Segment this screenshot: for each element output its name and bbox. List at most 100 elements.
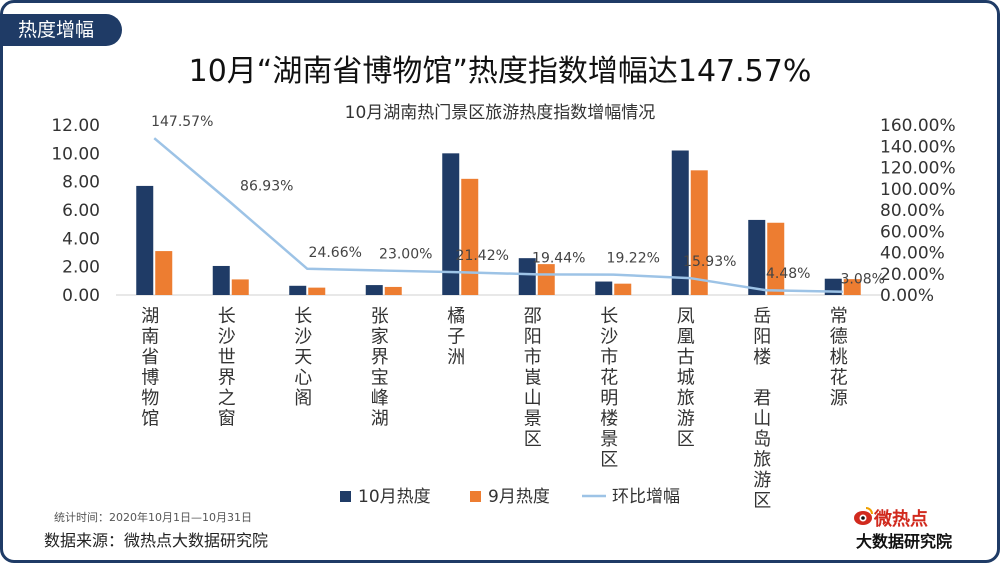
y-right-tick-label: 140.00% [880,137,956,157]
bar-september [155,251,173,295]
x-category-label: 长 [218,306,236,327]
bar-september [537,264,555,295]
x-category-label: 沙 [218,327,236,348]
x-category-label: 花 [600,368,618,389]
y-right-tick-label: 160.00% [880,116,956,136]
bar-october [212,265,230,295]
x-category-label: 湖 [141,306,159,327]
x-category-label: 南 [141,327,159,348]
bar-october [518,258,536,295]
bar-september [690,170,708,295]
y-left-tick-label: 10.00 [51,144,100,164]
x-category-label: 窗 [218,409,236,430]
x-category-label: 阳 [753,327,771,348]
logo-text-bottom: 大数据研究院 [856,532,953,551]
x-category-label: 沙 [600,327,618,348]
x-category-label: 岳 [753,306,771,327]
x-category-label: 子 [447,327,465,348]
x-category-label: 旅 [677,388,695,409]
bar-september [308,287,326,295]
x-category-label: 洲 [447,347,465,368]
x-category-label: 物 [141,388,159,409]
x-category-label: 市 [600,347,618,368]
y-left-tick-label: 8.00 [62,173,100,193]
x-category-label: 馆 [141,409,159,430]
growth-data-label: 86.93% [240,179,293,195]
y-right-tick-label: 60.00% [880,222,945,242]
x-category-label: 楼 [600,409,618,430]
growth-data-label: 15.93% [683,254,736,270]
x-category-label: 游 [753,470,771,491]
x-category-label: 区 [753,491,771,512]
x-category-label: 博 [141,368,159,389]
x-category-label: 之 [218,388,236,409]
bar-october [671,150,689,295]
x-category-label: 橘 [447,306,465,327]
x-category-label: 源 [830,388,848,409]
x-category-label: 明 [600,388,618,409]
stat-period-note: 统计时间：2020年10月1日—10月31日 [54,511,252,524]
x-category-label: 阳 [524,327,542,348]
x-category-label: 山 [524,388,542,409]
growth-data-label: 19.22% [607,251,660,267]
x-category-label: 德 [830,327,848,348]
x-category-label: 常 [830,306,848,327]
x-category-label: 游 [677,409,695,430]
x-category-label: 张 [371,306,389,327]
x-category-label: 区 [524,429,542,450]
x-category-label: 凤 [677,306,695,327]
x-category-label: 市 [524,347,542,368]
bar-september [231,279,249,295]
x-category-label: 凰 [677,327,695,348]
bar-september [461,178,479,295]
y-left-tick-label: 6.00 [62,201,100,221]
page-headline: 10月“湖南省博物馆”热度指数增幅达147.57% [188,54,812,89]
growth-data-label: 21.42% [456,248,509,264]
bar-september [843,279,861,295]
y-left-tick-label: 2.00 [62,258,100,278]
growth-line [153,137,843,293]
x-category-label: 城 [677,368,695,389]
x-category-label: 沙 [294,327,312,348]
x-category-label: 省 [141,347,159,368]
y-right-tick-label: 20.00% [880,265,945,285]
x-category-label: 古 [677,347,695,368]
legend-label-september: 9月热度 [488,487,550,507]
legend-label-growth: 环比增幅 [612,487,680,507]
bar-october [289,285,307,295]
data-source: 数据来源：微热点大数据研究院 [44,531,269,550]
growth-data-label: 23.00% [379,247,432,263]
x-category-label: 心 [294,368,312,389]
x-category-label: 长 [294,306,312,327]
y-right-tick-label: 100.00% [880,180,956,200]
x-category-label: 楼 [753,347,771,368]
bar-september [384,286,402,295]
brand-logo: 微热点 大数据研究院 [852,503,982,553]
x-category-label: 山 [753,409,771,430]
growth-data-label: 4.48% [766,266,810,282]
growth-data-label: 24.66% [309,245,362,261]
x-category-label: 峰 [371,388,389,409]
bar-october [136,185,154,295]
x-category-label: 景 [600,429,618,450]
growth-data-label: 147.57% [151,114,213,130]
y-left-tick-label: 0.00 [62,286,100,306]
bar-september [767,222,785,295]
x-category-label: 花 [830,368,848,389]
x-category-label: 崀 [524,368,542,389]
bar-october [365,285,383,295]
legend-label-october: 10月热度 [358,487,431,507]
weibo-eye-icon [854,507,873,525]
x-category-label: 宝 [371,368,389,389]
x-category-label: 区 [677,429,695,450]
x-category-label: 界 [218,368,236,389]
x-category-label: 桃 [830,347,848,368]
bar-october [442,153,460,295]
x-category-label: 世 [218,347,236,368]
section-tab: 热度增幅 [0,14,123,46]
logo-text-top: 微热点 [874,509,928,530]
chart-title: 10月湖南热门景区旅游热度指数增幅情况 [344,103,656,123]
x-category-label: 湖 [371,409,389,430]
x-category-label: 君 [753,388,771,409]
